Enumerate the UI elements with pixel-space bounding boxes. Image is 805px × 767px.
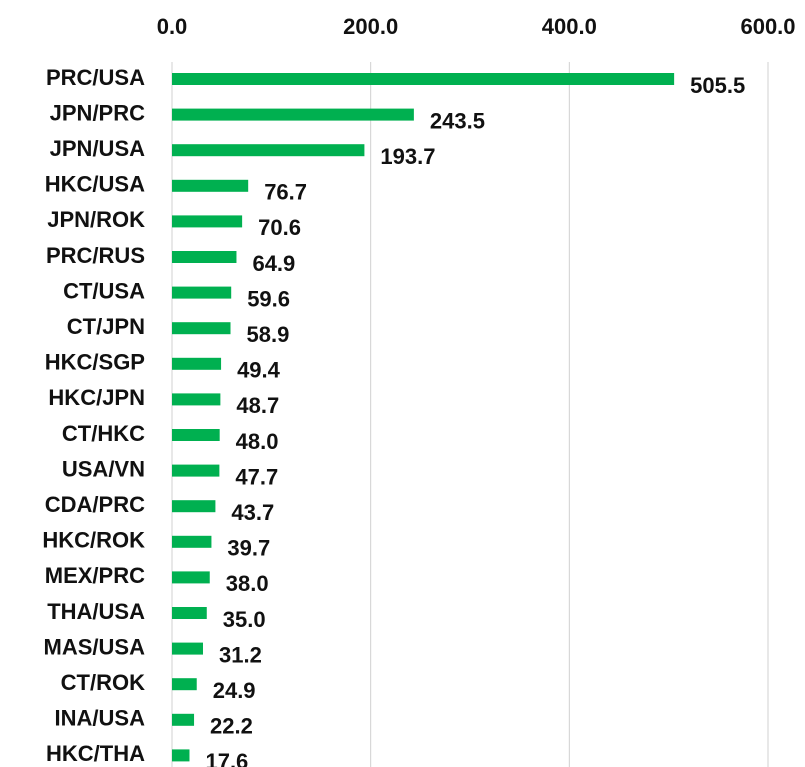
value-label: 243.5	[430, 108, 485, 133]
bar	[172, 464, 220, 477]
y-tick-label: PRC/USA	[46, 65, 145, 90]
y-tick-label: CT/ROK	[61, 670, 145, 695]
value-label: 38.0	[226, 571, 269, 596]
value-label: 48.0	[236, 429, 279, 454]
y-tick-label: JPN/USA	[50, 136, 145, 161]
y-tick-label: JPN/PRC	[50, 100, 145, 125]
value-label: 76.7	[264, 180, 307, 205]
bar	[172, 678, 197, 691]
bar	[172, 286, 232, 299]
y-tick-label: INA/USA	[55, 706, 146, 731]
bar	[172, 713, 195, 726]
bar	[172, 179, 249, 192]
x-tick-label: 400.0	[542, 14, 597, 39]
value-label: 43.7	[231, 500, 274, 525]
bar	[172, 749, 190, 762]
y-tick-label: HKC/USA	[45, 172, 145, 197]
value-label: 31.2	[219, 642, 262, 667]
y-tick-label: CDA/PRC	[45, 492, 145, 517]
y-tick-label: PRC/RUS	[46, 243, 145, 268]
y-tick-label: CT/HKC	[62, 421, 145, 446]
y-tick-label: CT/USA	[63, 278, 145, 303]
y-tick-label: MEX/PRC	[45, 563, 145, 588]
value-label: 48.7	[236, 393, 279, 418]
y-tick-label: HKC/JPN	[48, 385, 145, 410]
value-label: 35.0	[223, 607, 266, 632]
y-tick-label: HKC/ROK	[42, 528, 145, 553]
value-label: 49.4	[237, 358, 281, 383]
value-label: 70.6	[258, 215, 301, 240]
y-tick-label: JPN/ROK	[47, 207, 145, 232]
bar	[172, 322, 231, 335]
value-label: 39.7	[227, 536, 270, 561]
y-tick-label: USA/VN	[62, 456, 145, 481]
bar	[172, 535, 212, 548]
value-label: 17.6	[205, 749, 248, 767]
bar	[172, 108, 414, 121]
x-tick-label: 0.0	[157, 14, 188, 39]
value-label: 59.6	[247, 286, 290, 311]
bar	[172, 500, 216, 513]
bar	[172, 251, 237, 263]
value-label: 47.7	[235, 464, 278, 489]
bar	[172, 393, 221, 406]
bar	[172, 73, 675, 85]
bar	[172, 607, 207, 619]
bar	[172, 571, 210, 584]
x-tick-label: 200.0	[343, 14, 398, 39]
y-tick-label: MAS/USA	[44, 634, 146, 659]
value-label: 64.9	[252, 251, 295, 276]
value-label: 24.9	[213, 678, 256, 703]
value-label: 22.2	[210, 714, 253, 739]
value-label: 58.9	[247, 322, 290, 347]
y-tick-label: HKC/SGP	[45, 350, 145, 375]
y-tick-label: HKC/THA	[46, 741, 145, 766]
bar	[172, 357, 222, 370]
bar	[172, 144, 365, 157]
y-tick-label: THA/USA	[47, 599, 145, 624]
bar	[172, 642, 203, 655]
y-tick-label: CT/JPN	[67, 314, 145, 339]
bar	[172, 429, 220, 441]
x-tick-label: 600.0	[740, 14, 795, 39]
value-label: 193.7	[380, 144, 435, 169]
bar	[172, 215, 243, 228]
value-label: 505.5	[690, 73, 745, 98]
